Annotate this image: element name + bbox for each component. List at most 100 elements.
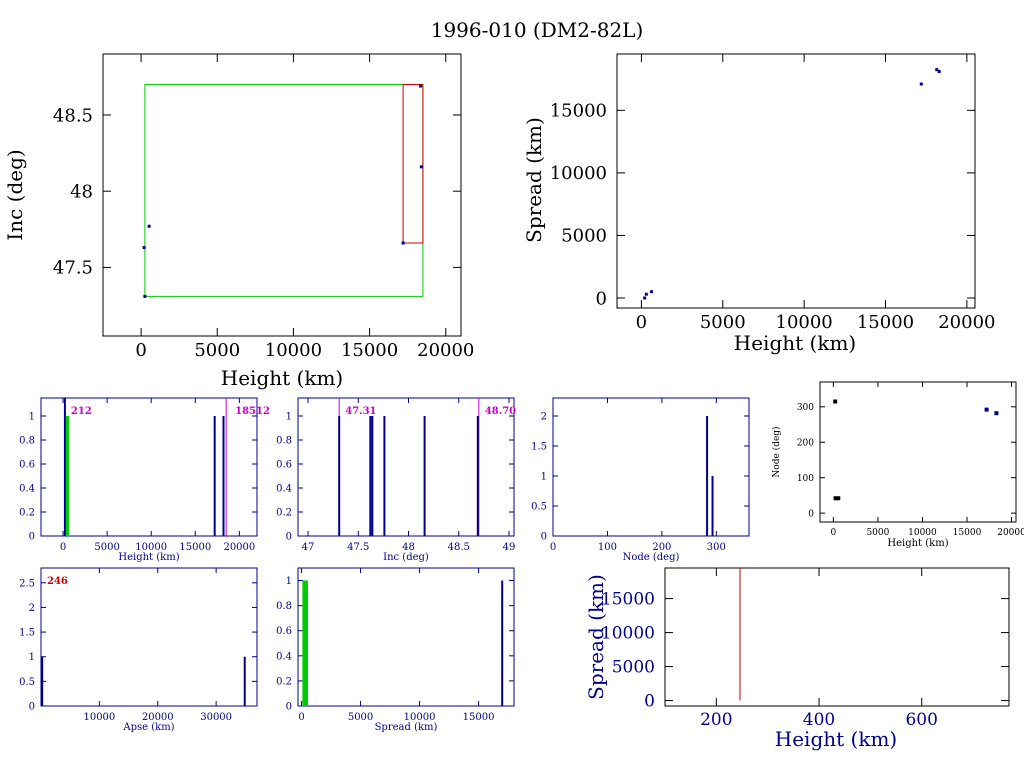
spread-vs-height-point (919, 82, 923, 86)
inc-vs-height-point (147, 224, 151, 228)
inc-vs-height-ytick-label: 48.5 (53, 105, 93, 126)
spread-vs-height-ytick-label: 10000 (550, 163, 607, 184)
spread-hist-plot: 0 5000 10000 15000 0 0.2 0.4 0.6 0.8 1 Spread (km) (276, 567, 515, 733)
height-hist-marker-label: 212 (71, 406, 92, 417)
spread-vs-height-zoom-ylabel: Spread (km) (584, 574, 608, 700)
node-vs-height-xtick-label: 15000 (953, 528, 982, 538)
spread-hist-ytick-label: 0 (286, 702, 292, 713)
spread-vs-height-point (644, 292, 648, 296)
inc-hist-frame (297, 397, 515, 537)
spread-vs-height-plot: 0 5000 10000 15000 20000050001000015000Heigh… (522, 53, 995, 355)
apse-hist-ytick-label: 0.5 (19, 677, 35, 688)
inc-hist-marker-label: 47.31 (345, 406, 376, 417)
spread-vs-height-zoom-ytick-label: 5000 (612, 658, 655, 678)
spread-vs-height-xtick-label: 20000 (938, 312, 995, 333)
apse-hist-ytick-label: 1 (29, 652, 35, 663)
inc-vs-height-point (142, 246, 146, 250)
node-vs-height-point (984, 407, 989, 412)
spread-vs-height-zoom-xtick-label: 600 (905, 710, 937, 730)
node-vs-height-point (833, 496, 838, 501)
apse-hist-ytick-label: 0 (29, 702, 35, 713)
apse-hist-ytick-label: 2 (29, 603, 35, 614)
node-hist-xtick-label: 100 (598, 542, 617, 553)
spread-vs-height-point (935, 68, 939, 72)
height-hist-xlabel: Height (km) (118, 552, 179, 563)
height-hist-xtick-label: 0 (60, 542, 66, 553)
node-vs-height-xtick-label: 20000 (997, 528, 1024, 538)
spread-hist-ytick-label: 0.4 (276, 651, 292, 662)
spread-vs-height-point (937, 70, 941, 74)
height-hist-ytick-label: 0 (29, 532, 35, 543)
node-vs-height-plot: 0 5000 10000 15000 20000 0 100 200 300 Height (km… (771, 381, 1024, 549)
spread-vs-height-xtick-label: 10000 (776, 312, 833, 333)
node-hist-xtick-label: 200 (652, 542, 671, 553)
node-vs-height-xtick-label: 0 (830, 528, 836, 538)
inc-vs-height-green-rect (144, 83, 424, 297)
spread-vs-height-ytick-label: 15000 (550, 101, 607, 122)
spread-hist-xtick-label: 15000 (463, 712, 495, 723)
apse-hist-xtick-label: 30000 (200, 712, 232, 723)
inc-hist-xtick-label: 47.5 (347, 542, 369, 553)
inc-vs-height-xtick-label: 5000 (194, 340, 240, 361)
spread-vs-height-point (643, 296, 647, 300)
apse-hist-plot: 10000 20000 30000 0 0.5 1 1.5 2 2.5 Apse (km) 246 (19, 567, 258, 733)
height-hist-xtick-label: 5000 (94, 542, 119, 553)
inc-vs-height-xtick-label: 15000 (341, 340, 398, 361)
inc-hist-xlabel: Inc (deg) (383, 552, 429, 563)
node-vs-height-ytick-label: 300 (797, 403, 814, 413)
spread-vs-height-point (649, 290, 653, 294)
height-hist-ytick-label: 1 (29, 412, 35, 423)
height-hist-ytick-label: 0.8 (19, 436, 35, 447)
height-hist-ytick-label: 0.6 (19, 460, 35, 471)
spread-vs-height-zoom-ytick-label: 10000 (601, 624, 655, 644)
spread-vs-height-frame (616, 53, 976, 309)
inc-hist-xtick-label: 49 (503, 542, 516, 553)
height-hist-frame (40, 397, 258, 537)
spread-hist-xtick-label: 10000 (404, 712, 436, 723)
apse-hist-frame (40, 567, 258, 707)
spread-hist-ytick-label: 1 (286, 576, 292, 587)
node-vs-height-frame (819, 381, 1017, 523)
spread-vs-height-ytick-label: 0 (596, 288, 607, 309)
inc-hist-ytick-label: 0.6 (276, 460, 292, 471)
apse-hist-ytick-label: 1.5 (19, 628, 35, 639)
inc-vs-height-point (401, 241, 405, 245)
inc-vs-height-xtick-label: 20000 (417, 340, 474, 361)
node-vs-height-ytick-label: 100 (797, 474, 814, 484)
inc-hist-ytick-label: 0.8 (276, 436, 292, 447)
height-hist-ytick-label: 0.4 (19, 484, 35, 495)
inc-vs-height-point (143, 294, 147, 298)
spread-hist-ytick-label: 0.6 (276, 626, 292, 637)
node-hist-ytick-label: 1 (541, 472, 547, 483)
inc-vs-height-ylabel: Inc (deg) (3, 149, 27, 240)
spread-vs-height-zoom-xtick-label: 400 (803, 710, 835, 730)
height-hist-ytick-label: 0.2 (19, 508, 35, 519)
spread-hist-ytick-label: 0.8 (276, 601, 292, 612)
spread-vs-height-zoom-xlabel: Height (km) (775, 727, 897, 751)
height-hist-xtick-label: 10000 (135, 542, 167, 553)
node-hist-ytick-label: 0.5 (531, 502, 547, 513)
inc-hist-ytick-label: 0 (286, 532, 292, 543)
inc-hist-xtick-label: 48 (402, 542, 415, 553)
spread-hist-xtick-label: 5000 (348, 712, 373, 723)
node-hist-xlabel: Node (deg) (623, 552, 680, 563)
node-vs-height-point (836, 496, 841, 501)
inc-vs-height-ytick-label: 47.5 (53, 258, 93, 279)
spread-vs-height-zoom-ytick-label: 0 (644, 692, 655, 712)
node-vs-height-xtick-label: 5000 (866, 528, 889, 538)
node-vs-height-ylabel: Node (deg) (771, 426, 782, 477)
node-hist-plot: 0 100 200 300 0 0.5 1 1.5 2 Node (deg) (531, 397, 750, 563)
apse-hist-ytick-label: 2.5 (19, 578, 35, 589)
inc-hist-ytick-label: 0.4 (276, 484, 292, 495)
height-hist-marker-label: 18512 (235, 406, 270, 417)
node-vs-height-ytick-label: 200 (797, 438, 814, 448)
inc-hist-xtick-label: 47 (302, 542, 315, 553)
node-vs-height-point (994, 411, 999, 416)
height-hist-plot: 0 5000 10000 15000 20000 0 0.2 0.4 0.6 0.8 1 Height… (19, 397, 270, 563)
spread-hist-ytick-label: 0.2 (276, 676, 292, 687)
spread-vs-height-xtick-label: 5000 (700, 312, 746, 333)
inc-vs-height-xtick-label: 10000 (265, 340, 322, 361)
spread-vs-height-zoom-ytick-label: 15000 (601, 590, 655, 610)
